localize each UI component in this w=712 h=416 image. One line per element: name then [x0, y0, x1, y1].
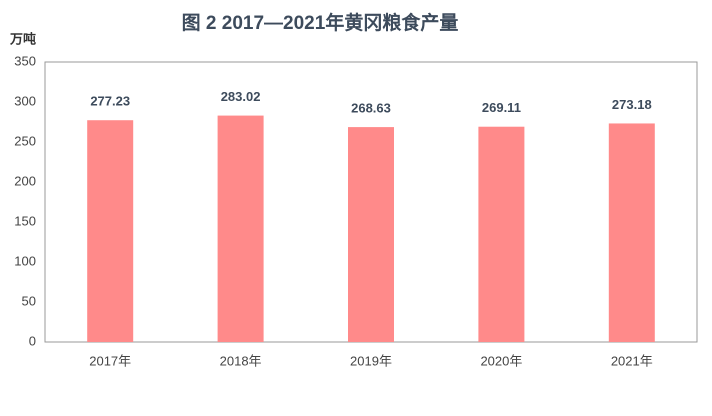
x-tick-label: 2021年 — [611, 353, 653, 368]
bar — [478, 126, 525, 342]
x-tick-label: 2019年 — [350, 353, 392, 368]
y-tick-label: 250 — [14, 133, 36, 148]
x-tick-label: 2018年 — [220, 353, 262, 368]
x-tick-label: 2020年 — [480, 353, 522, 368]
value-label: 283.02 — [221, 89, 261, 104]
y-tick-label: 300 — [14, 93, 36, 108]
y-tick-label: 150 — [14, 213, 36, 228]
value-label: 273.18 — [612, 97, 652, 112]
x-tick-label: 2017年 — [89, 353, 131, 368]
chart-title: 图 2 2017—2021年黄冈粮食产量 — [182, 11, 459, 34]
value-label: 269.11 — [482, 100, 521, 115]
y-tick-label: 200 — [14, 173, 36, 188]
y-tick-label: 350 — [14, 53, 36, 68]
bar — [608, 123, 655, 343]
value-label: 277.23 — [90, 94, 130, 109]
y-tick-label: 50 — [22, 293, 36, 308]
bar — [87, 120, 134, 342]
bar — [348, 127, 394, 342]
y-axis-label: 万吨 — [9, 31, 36, 46]
bar — [217, 115, 264, 342]
y-tick-label: 0 — [29, 333, 36, 348]
y-tick-label: 100 — [14, 253, 36, 268]
value-label: 268.63 — [351, 101, 391, 116]
